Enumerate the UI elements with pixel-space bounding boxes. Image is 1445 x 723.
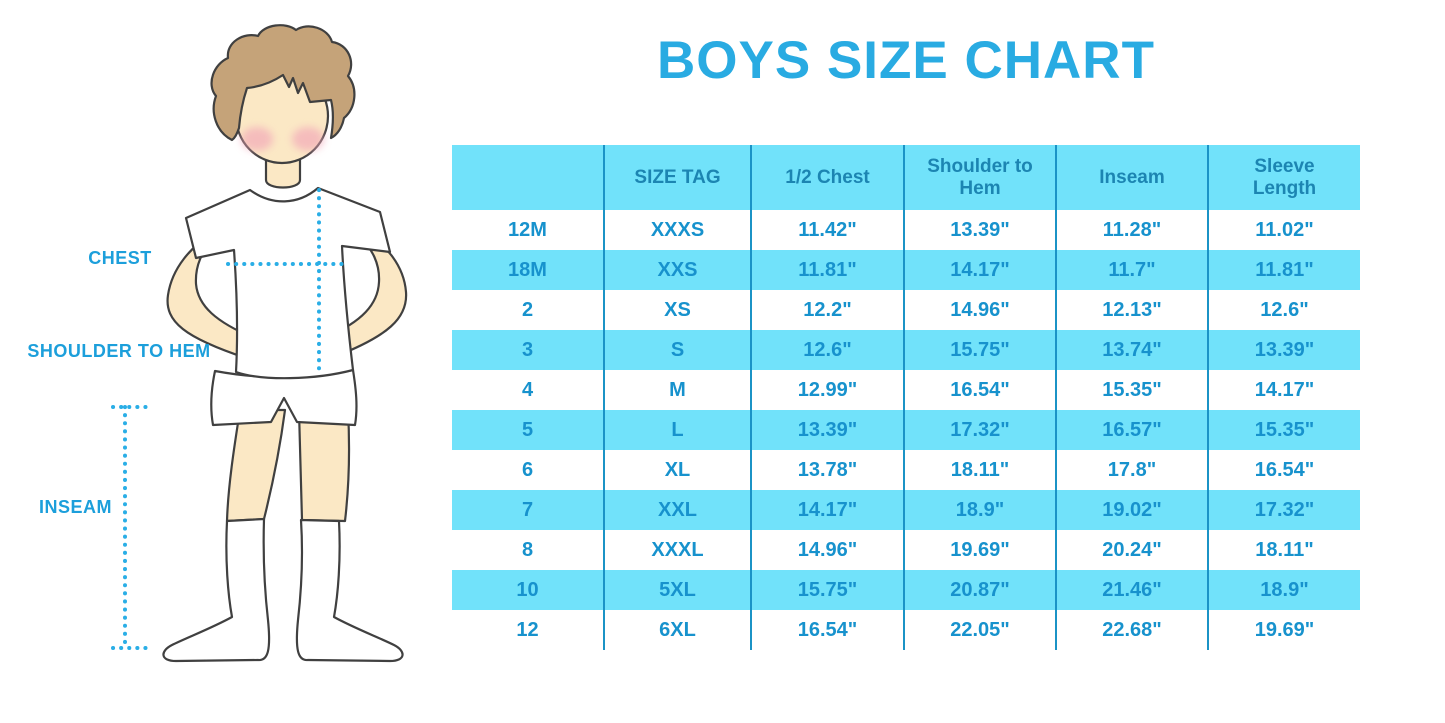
- table-row-7: 7 XXL 14.17" 18.9" 19.02" 17.32": [452, 490, 1360, 530]
- column-header-shoulder-to-hem: Shoulder to Hem: [903, 145, 1055, 210]
- sleeve-cell: 14.17": [1207, 370, 1360, 410]
- sleeve-cell: 19.69": [1207, 610, 1360, 650]
- size-tag-cell: 5XL: [603, 570, 750, 610]
- table-row-6: 6 XL 13.78" 18.11" 17.8" 16.54": [452, 450, 1360, 490]
- page-title: BOYS SIZE CHART: [657, 31, 1155, 90]
- left-leg: [225, 408, 287, 523]
- size-tag-cell: M: [603, 370, 750, 410]
- sleeve-cell: 18.11": [1207, 530, 1360, 570]
- sleeve-cell: 11.81": [1207, 250, 1360, 290]
- size-chart-table: SIZE TAG 1/2 Chest Shoulder to Hem Insea…: [452, 145, 1360, 650]
- right-cheek: [292, 127, 324, 151]
- size-label-cell: 5: [521, 418, 534, 441]
- inseam-cell: 13.74": [1055, 330, 1207, 370]
- inseam-label: INSEAM: [38, 497, 112, 517]
- chest-cell: 15.75": [750, 570, 903, 610]
- size-label-cell: 8: [521, 538, 534, 561]
- chest-cell: 13.39": [750, 410, 903, 450]
- boy-measurement-figure: [111, 24, 408, 663]
- sleeve-cell: 15.35": [1207, 410, 1360, 450]
- size-tag-cell: XXXS: [603, 210, 750, 250]
- table-header-row: SIZE TAG 1/2 Chest Shoulder to Hem Insea…: [452, 145, 1360, 210]
- inseam-cell: 15.35": [1055, 370, 1207, 410]
- size-label-cell: 3: [521, 338, 534, 361]
- chest-cell: 12.6": [750, 330, 903, 370]
- sleeve-cell: 13.39": [1207, 330, 1360, 370]
- size-tag-cell: S: [603, 330, 750, 370]
- inseam-cell: 12.13": [1055, 290, 1207, 330]
- hair: [210, 24, 356, 142]
- size-tag-cell: XL: [603, 450, 750, 490]
- shoulder-cell: 20.87": [903, 570, 1055, 610]
- table-row-8: 8 XXXL 14.96" 19.69" 20.24" 18.11": [452, 530, 1360, 570]
- size-label-cell: 12: [516, 618, 539, 641]
- chest-cell: 11.42": [750, 210, 903, 250]
- size-label-cell: 18M: [508, 258, 547, 281]
- size-label-cell: 7: [521, 498, 534, 521]
- size-tag-cell: XXL: [603, 490, 750, 530]
- shoulder-cell: 17.32": [903, 410, 1055, 450]
- table-row-18m: 18M XXS 11.81" 14.17" 11.7" 11.81": [452, 250, 1360, 290]
- column-header-half-chest: 1/2 Chest: [750, 145, 903, 210]
- table-row-3: 3 S 12.6" 15.75" 13.74" 13.39": [452, 330, 1360, 370]
- chest-cell: 11.81": [750, 250, 903, 290]
- right-leg: [297, 408, 351, 523]
- table-row-4: 4 M 12.99" 16.54" 15.35" 14.17": [452, 370, 1360, 410]
- size-label-cell: 6: [521, 458, 534, 481]
- shoulder-cell: 14.96": [903, 290, 1055, 330]
- size-label-cell: 2: [521, 298, 534, 321]
- t-shirt: [184, 186, 392, 380]
- table-row-12: 12 6XL 16.54" 22.05" 22.68" 19.69": [452, 610, 1360, 650]
- table-row-12m: 12M XXXS 11.42" 13.39" 11.28" 11.02": [452, 210, 1360, 250]
- shoulder-to-hem-label: SHOULDER TO HEM: [27, 341, 211, 361]
- size-tag-cell: L: [603, 410, 750, 450]
- shoulder-cell: 22.05": [903, 610, 1055, 650]
- chest-label: CHEST: [88, 248, 152, 268]
- table-row-10: 10 5XL 15.75" 20.87" 21.46" 18.9": [452, 570, 1360, 610]
- inseam-cell: 19.02": [1055, 490, 1207, 530]
- size-label-cell: 10: [516, 578, 539, 601]
- chest-cell: 16.54": [750, 610, 903, 650]
- size-label-cell: 12M: [508, 218, 547, 241]
- sleeve-cell: 17.32": [1207, 490, 1360, 530]
- chest-cell: 14.17": [750, 490, 903, 530]
- left-cheek: [241, 127, 273, 151]
- shoulder-cell: 16.54": [903, 370, 1055, 410]
- size-tag-cell: XS: [603, 290, 750, 330]
- shoulder-cell: 14.17": [903, 250, 1055, 290]
- column-header-size-tag: SIZE TAG: [603, 145, 750, 210]
- right-sock: [295, 518, 404, 663]
- inseam-cell: 21.46": [1055, 570, 1207, 610]
- inseam-cell: 11.7": [1055, 250, 1207, 290]
- column-header-inseam: Inseam: [1055, 145, 1207, 210]
- chest-cell: 12.2": [750, 290, 903, 330]
- shoulder-cell: 15.75": [903, 330, 1055, 370]
- size-tag-cell: XXXL: [603, 530, 750, 570]
- chest-cell: 13.78": [750, 450, 903, 490]
- inseam-cell: 16.57": [1055, 410, 1207, 450]
- sleeve-cell: 18.9": [1207, 570, 1360, 610]
- shoulder-cell: 18.9": [903, 490, 1055, 530]
- shoulder-cell: 19.69": [903, 530, 1055, 570]
- shoulder-cell: 13.39": [903, 210, 1055, 250]
- sleeve-cell: 16.54": [1207, 450, 1360, 490]
- inseam-cell: 20.24": [1055, 530, 1207, 570]
- column-header-size: [452, 145, 603, 210]
- chest-cell: 14.96": [750, 530, 903, 570]
- inseam-cell: 22.68": [1055, 610, 1207, 650]
- sleeve-cell: 11.02": [1207, 210, 1360, 250]
- left-sock: [162, 517, 271, 663]
- shoulder-cell: 18.11": [903, 450, 1055, 490]
- size-tag-cell: XXS: [603, 250, 750, 290]
- size-tag-cell: 6XL: [603, 610, 750, 650]
- table-row-5: 5 L 13.39" 17.32" 16.57" 15.35": [452, 410, 1360, 450]
- table-row-2: 2 XS 12.2" 14.96" 12.13" 12.6": [452, 290, 1360, 330]
- inseam-cell: 17.8": [1055, 450, 1207, 490]
- size-label-cell: 4: [521, 378, 534, 401]
- chest-cell: 12.99": [750, 370, 903, 410]
- sleeve-cell: 12.6": [1207, 290, 1360, 330]
- inseam-cell: 11.28": [1055, 210, 1207, 250]
- column-header-sleeve-length: Sleeve Length: [1207, 145, 1360, 210]
